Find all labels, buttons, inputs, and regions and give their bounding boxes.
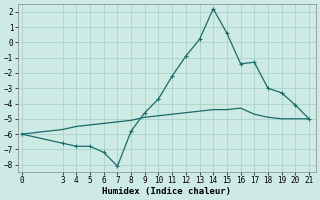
- X-axis label: Humidex (Indice chaleur): Humidex (Indice chaleur): [102, 187, 231, 196]
